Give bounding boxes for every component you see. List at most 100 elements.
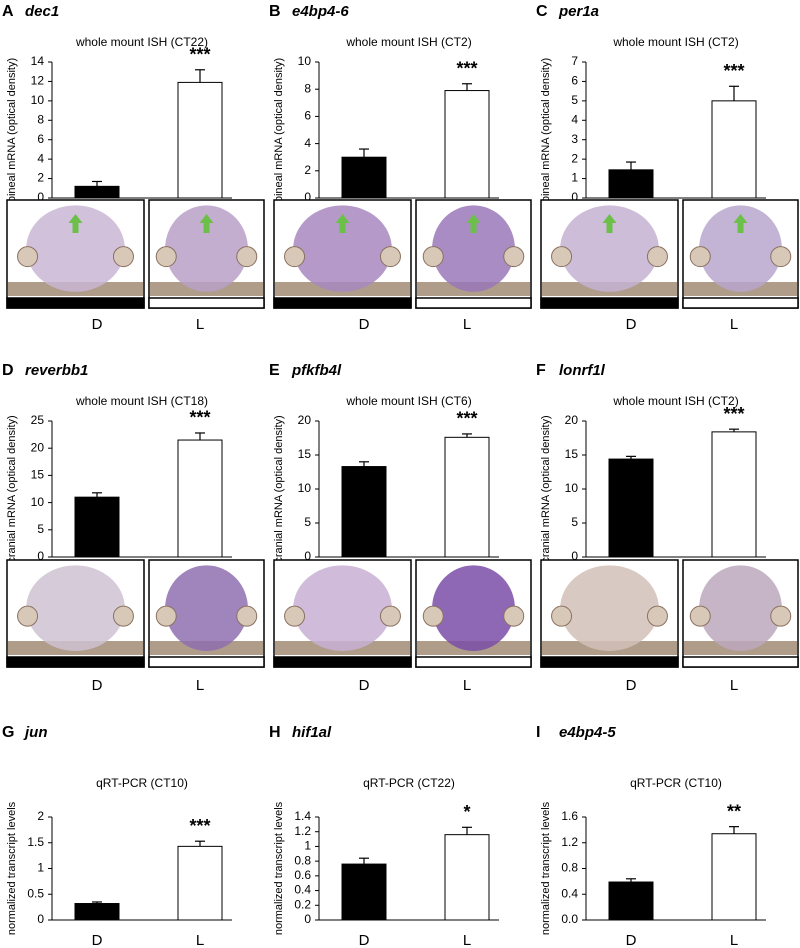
- condition-strip: [6, 297, 145, 309]
- condition-strip: [415, 297, 532, 309]
- arrow: [199, 214, 214, 233]
- y-tick-label: 5: [304, 515, 311, 529]
- condition-strip: [540, 656, 679, 668]
- y-tick-label: 10: [298, 481, 312, 495]
- y-tick-label: 0.8: [561, 861, 578, 875]
- y-tick-label: 10: [565, 481, 579, 495]
- eye: [284, 605, 306, 627]
- bar: [608, 169, 654, 199]
- embryo-head: [293, 565, 392, 651]
- y-tick-label: 0: [304, 549, 311, 563]
- gene-name: jun: [23, 724, 48, 741]
- eye: [155, 605, 177, 627]
- y-tick-label: 1.2: [294, 824, 311, 838]
- eye: [379, 605, 401, 627]
- y-tick-label: 4: [304, 136, 311, 150]
- panel-label: A: [2, 3, 14, 20]
- eye: [770, 605, 792, 627]
- bar: [177, 845, 223, 921]
- y-tick-label: 0: [37, 549, 44, 563]
- bar: [74, 496, 120, 558]
- panel-label: G: [2, 724, 14, 741]
- embryo-head: [699, 565, 782, 651]
- significance: ***: [723, 404, 744, 424]
- category-label: D: [359, 677, 370, 694]
- significance: ***: [189, 816, 210, 836]
- y-tick-label: 5: [571, 93, 578, 107]
- panel-label: E: [269, 362, 280, 379]
- bar: [177, 439, 223, 558]
- category-label: L: [730, 677, 738, 694]
- subtitle: qRT-PCR (CT10): [630, 776, 722, 790]
- y-tick-label: 4: [37, 151, 44, 165]
- significance: ***: [456, 59, 477, 79]
- arrow: [68, 214, 83, 233]
- category-label: L: [196, 932, 204, 948]
- significance: ***: [189, 408, 210, 428]
- y-axis-label: pineal mRNA (optical density): [6, 58, 18, 202]
- bar: [341, 156, 387, 199]
- subtitle: whole mount ISH (CT2): [612, 394, 738, 408]
- embryo-head: [432, 205, 515, 292]
- y-tick-label: 0.5: [27, 886, 44, 900]
- condition-strip: [273, 297, 412, 309]
- embryo-head: [26, 205, 125, 292]
- y-tick-label: 1: [37, 861, 44, 875]
- y-axis-label: normalized transcript levels: [540, 801, 552, 935]
- y-tick-label: 2: [304, 163, 311, 177]
- y-tick-label: 7: [571, 54, 578, 68]
- gene-name: lonrf1l: [559, 362, 606, 379]
- condition-strip: [6, 656, 145, 668]
- condition-strip: [148, 656, 265, 668]
- y-tick-label: 1.6: [561, 809, 578, 823]
- eye: [155, 246, 177, 268]
- bar: [608, 881, 654, 921]
- bar: [444, 90, 490, 199]
- y-tick-label: 1: [304, 839, 311, 853]
- category-label: L: [463, 316, 471, 333]
- y-axis-label: normalized transcript levels: [6, 801, 18, 935]
- bar: [341, 466, 387, 558]
- y-tick-label: 0: [304, 190, 311, 204]
- y-tick-label: 15: [298, 447, 312, 461]
- y-axis-label: cranial mRNA (optical density): [540, 415, 552, 562]
- eye: [646, 605, 668, 627]
- eye: [551, 605, 573, 627]
- condition-strip: [148, 297, 265, 309]
- panel-label: H: [269, 724, 281, 741]
- bar: [444, 436, 490, 558]
- y-tick-label: 0: [37, 912, 44, 926]
- category-label: D: [626, 677, 637, 694]
- gene-name: pfkfb4l: [291, 362, 342, 379]
- eye: [379, 246, 401, 268]
- y-tick-label: 0.6: [294, 868, 311, 882]
- category-label: D: [359, 932, 370, 948]
- embryo-head: [560, 565, 659, 651]
- category-label: L: [730, 932, 738, 948]
- y-tick-label: 10: [31, 93, 45, 107]
- y-tick-label: 2: [37, 171, 44, 185]
- y-tick-label: 0.4: [294, 883, 311, 897]
- y-tick-label: 14: [31, 54, 45, 68]
- eye: [236, 246, 258, 268]
- bar: [711, 833, 757, 921]
- category-label: D: [92, 316, 103, 333]
- y-tick-label: 1.5: [27, 835, 44, 849]
- panel-label: B: [269, 3, 281, 20]
- subtitle: whole mount ISH (CT22): [75, 35, 208, 49]
- subtitle: whole mount ISH (CT2): [612, 35, 738, 49]
- y-tick-label: 15: [565, 447, 579, 461]
- y-tick-label: 4: [571, 112, 578, 126]
- category-label: L: [196, 677, 204, 694]
- y-tick-label: 8: [37, 112, 44, 126]
- panel-label: C: [536, 3, 548, 20]
- eye: [646, 246, 668, 268]
- y-tick-label: 1.4: [294, 809, 311, 823]
- eye: [284, 246, 306, 268]
- y-tick-label: 12: [31, 74, 45, 88]
- condition-strip: [415, 656, 532, 668]
- embryo-head: [699, 205, 782, 292]
- gene-name: reverbb1: [25, 362, 88, 379]
- eye: [236, 605, 258, 627]
